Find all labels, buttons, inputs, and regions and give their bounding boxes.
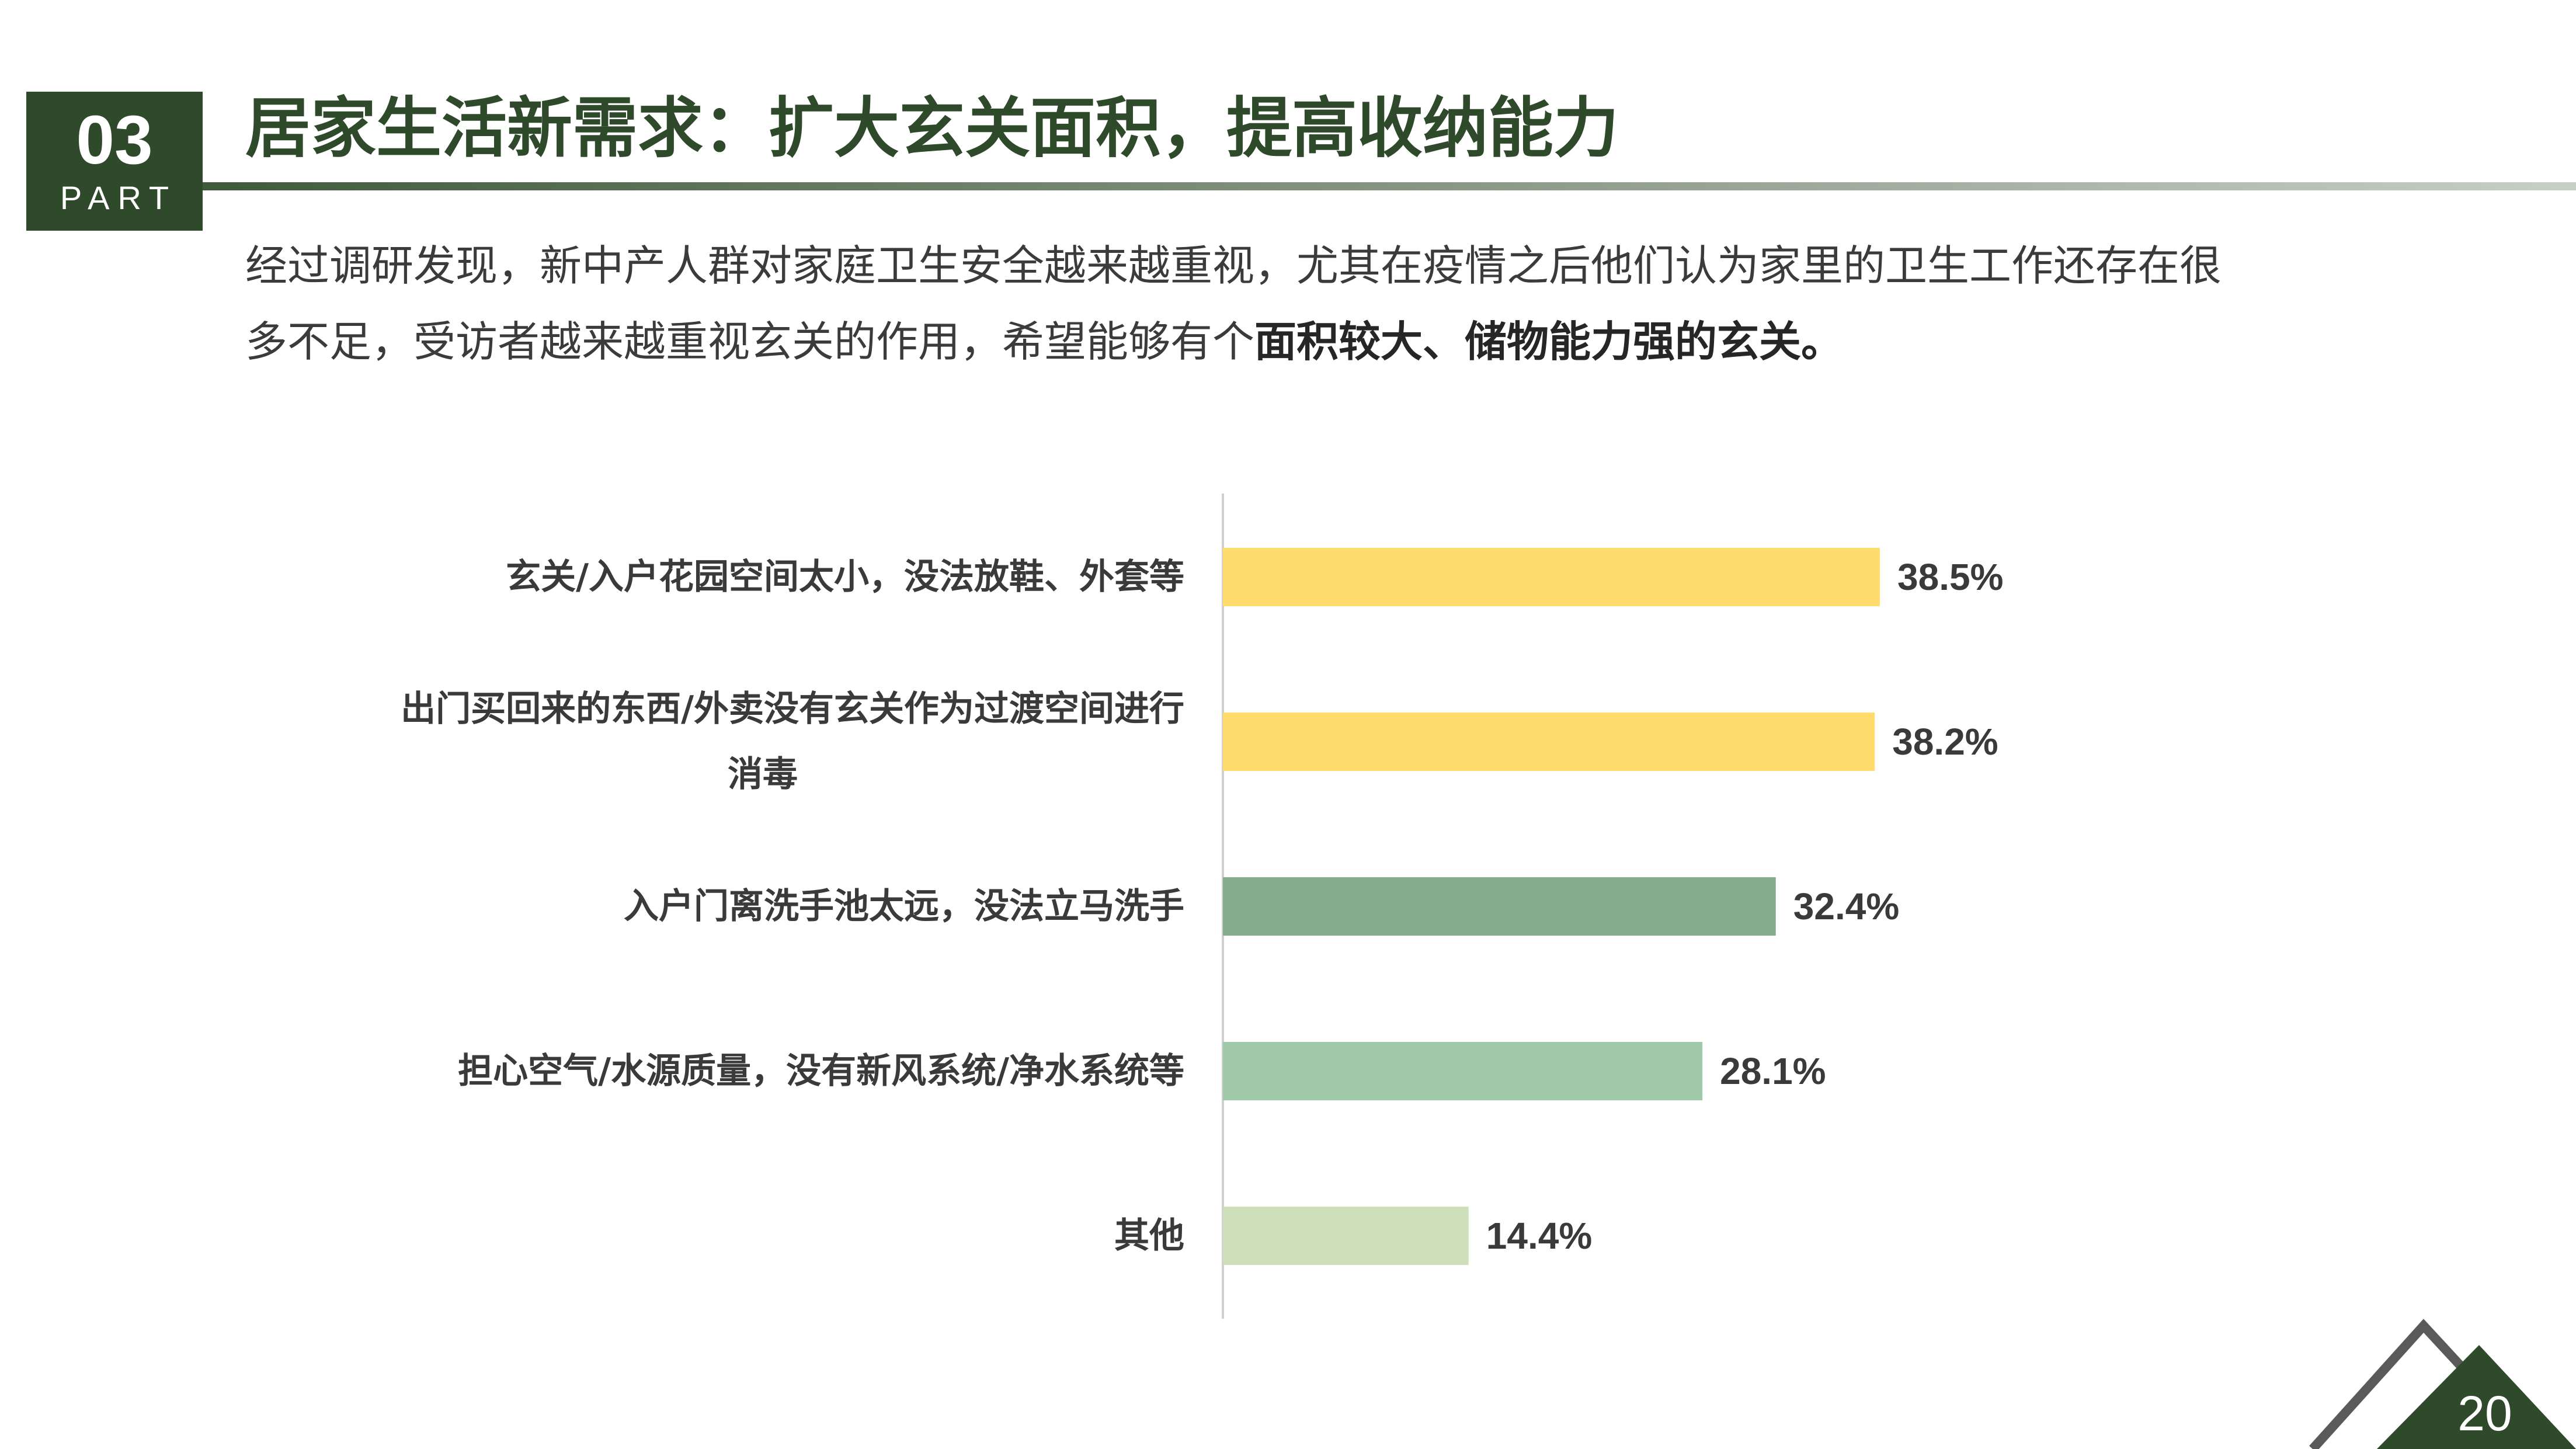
bar-value-label-5: 14.4% [1486,1215,1592,1257]
intro-line-2-text: 多不足，受访者越来越重视玄关的作用，希望能够有个 [245,317,1255,366]
intro-paragraph: 经过调研发现，新中产人群对家庭卫生安全越来越重视，尤其在疫情之后他们认为家里的卫… [245,228,2313,380]
page-number: 20 [2457,1386,2512,1441]
bar-3 [1223,877,1776,936]
intro-highlight: 面积较大、储物能力强的玄关。 [1254,317,1844,366]
bar-value-label-3: 32.4% [1793,885,1899,927]
bar-5 [1223,1207,1469,1265]
part-badge: 03 PART [26,92,203,231]
bar-2 [1223,713,1875,771]
part-number: 03 [76,102,153,179]
bar-4 [1223,1042,1703,1100]
bar-value-label-2: 38.2% [1892,721,1998,763]
part-label: PART [60,179,178,216]
category-label-2-line-2: 消毒 [728,754,798,795]
intro-line-2: 多不足，受访者越来越重视玄关的作用，希望能够有个面积较大、储物能力强的玄关。 [245,304,2313,380]
category-label-2-line-1: 出门买回来的东西/外卖没有玄关作为过渡空间进行 [401,689,1184,729]
page-title: 居家生活新需求：扩大玄关面积，提高收纳能力 [245,91,1619,166]
intro-line-1: 经过调研发现，新中产人群对家庭卫生安全越来越重视，尤其在疫情之后他们认为家里的卫… [245,241,2222,290]
category-label-4: 担心空气/水源质量，没有新风系统/净水系统等 [458,1051,1184,1092]
bar-1 [1223,548,1880,606]
chart-bars: 38.5% 玄关/入户花园空间太小，没法放鞋、外套等 38.2% 出门买回来的东西/外… [401,548,2003,1265]
title-divider [203,182,2576,190]
bar-value-label-1: 38.5% [1897,556,2003,598]
corner-filled-triangle [2377,1345,2576,1449]
category-label-3: 入户门离洗手池太远，没法立马洗手 [624,886,1184,927]
bar-value-label-4: 28.1% [1720,1050,1826,1092]
category-label-5: 其他 [1114,1215,1184,1256]
category-label-1: 玄关/入户花园空间太小，没法放鞋、外套等 [506,557,1184,597]
